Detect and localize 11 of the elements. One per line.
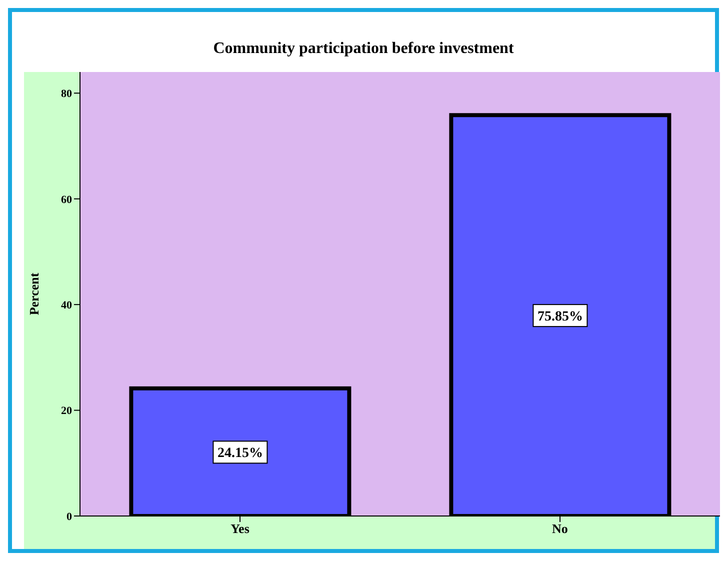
y-tick-label: 20 (61, 405, 72, 418)
y-tick-label: 0 (66, 510, 72, 523)
y-tick-label: 60 (61, 194, 72, 206)
x-tick-label: Yes (230, 521, 250, 536)
y-tick-label: 80 (61, 88, 72, 100)
data-label: 75.85% (537, 310, 583, 325)
x-tick-label: No (552, 521, 568, 536)
y-axis-title: Percent (26, 272, 42, 316)
data-label: 24.15% (217, 446, 263, 462)
chart-title: Community participation before investment (212, 39, 515, 59)
y-tick-label: 40 (61, 299, 72, 312)
